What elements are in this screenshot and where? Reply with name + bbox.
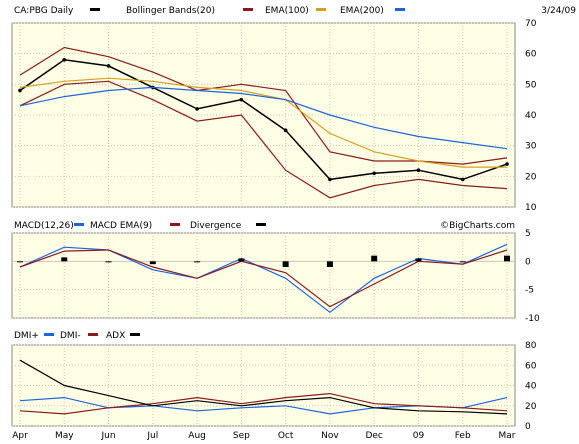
divergence-bar [371, 255, 378, 262]
dmi-y-tick-label: 60 [525, 361, 537, 371]
legend-dmi-minus-swatch [88, 333, 98, 336]
price-point [416, 168, 421, 172]
legend-ema100-swatch [316, 8, 326, 11]
price-series-group [18, 46, 509, 199]
divergence-bar [105, 261, 112, 263]
price-point [460, 177, 465, 182]
dmi-y-tick-label: 0 [525, 422, 531, 432]
divergence-bar [282, 261, 289, 267]
price-y-tick-label: 60 [525, 50, 537, 60]
price-point [328, 177, 332, 182]
macd-panel-bg [11, 232, 516, 319]
price-point [62, 58, 67, 62]
x-tick-label: Jun [101, 431, 116, 441]
price-y-ticks: 10 20 30 40 50 60 70 [525, 19, 537, 213]
legend-dmi-minus-label: DMI- [60, 331, 81, 341]
price-y-tick-label: 50 [525, 80, 537, 90]
series-line-ema-100 [19, 77, 507, 168]
series-line-macd-ema-9 [19, 249, 508, 308]
price-legend: CA:PBG Daily Bollinger Bands(20) EMA(100… [14, 6, 576, 16]
x-tick-label: 09 [413, 431, 425, 441]
dmi-y-tick-label: 20 [525, 402, 537, 412]
price-point [18, 88, 22, 93]
legend-symbol-label: CA:PBG Daily [14, 6, 74, 16]
price-point [106, 64, 111, 68]
macd-grid [12, 232, 515, 319]
legend-adx-swatch [130, 333, 140, 336]
legend-dmi-plus-label: DMI+ [14, 331, 39, 341]
macd-legend: MACD(12,26) MACD EMA(9) Divergence ©BigC… [14, 221, 515, 231]
divergence-bar [61, 257, 68, 262]
x-tick-label: Oct [278, 431, 294, 441]
macd-panel: -10 -5 0 5 MACD(12,26) MACD EMA(9) Divergen… [11, 221, 540, 324]
divergence-bar [459, 261, 466, 263]
legend-symbol-swatch [90, 8, 100, 11]
watermark: ©BigCharts.com [440, 221, 515, 231]
series-line-bollinger-bands-20-lower [19, 80, 508, 199]
macd-y-tick-label: 5 [525, 229, 531, 239]
legend-dmi-plus-swatch [44, 333, 54, 336]
divergence-bar [504, 255, 510, 262]
legend-divergence-label: Divergence [190, 221, 242, 231]
legend-ema100-label: EMA(100) [265, 6, 309, 16]
price-panel: 10 20 30 40 50 60 70 CA:PBG Daily Bollinger Ba… [11, 6, 576, 213]
price-y-tick-label: 70 [525, 19, 537, 29]
macd-y-tick-label: -10 [525, 314, 540, 324]
price-point [372, 171, 376, 176]
divergence-bar [415, 258, 422, 262]
macd-y-tick-label: 0 [525, 257, 531, 267]
legend-adx-label: ADX [106, 331, 125, 341]
legend-divergence-swatch [256, 223, 266, 226]
price-y-tick-label: 40 [525, 111, 537, 121]
series-line-macd-12-26 [19, 243, 508, 314]
dmi-legend: DMI+ DMI- ADX [14, 331, 140, 341]
x-tick-label: May [55, 431, 74, 441]
dmi-y-tick-label: 40 [525, 382, 537, 392]
x-tick-label: Nov [321, 431, 339, 441]
divergence-bar [194, 261, 201, 263]
dmi-series-group [19, 359, 508, 415]
series-line-ca-pbg-daily [19, 59, 508, 181]
macd-y-ticks: -10 -5 0 5 [525, 229, 540, 324]
price-y-tick-label: 30 [525, 142, 537, 152]
series-line-adx [19, 359, 508, 415]
dmi-y-ticks: 0 20 40 60 80 [525, 341, 537, 432]
legend-ema200-swatch [395, 8, 405, 11]
price-point [283, 128, 288, 133]
macd-series-group [17, 243, 510, 314]
legend-bollinger-swatch [243, 8, 253, 11]
x-tick-label: Sep [233, 431, 250, 441]
dmi-panel-bg [11, 344, 516, 427]
price-point [195, 107, 199, 111]
price-point [239, 97, 244, 102]
legend-bollinger-label: Bollinger Bands(20) [126, 6, 215, 16]
x-tick-label: Mar [499, 431, 516, 441]
x-axis-labels: Apr May Jun Jul Aug Sep Oct Nov Dec 09 Feb Mar [12, 431, 516, 441]
x-tick-label: Feb [455, 431, 471, 441]
dmi-panel: 0 20 40 60 80 DMI+ DMI- ADX [11, 331, 537, 432]
x-tick-label: Aug [188, 431, 206, 441]
divergence-bar [238, 258, 245, 262]
dmi-y-tick-label: 80 [525, 341, 537, 351]
price-y-tick-label: 20 [525, 172, 537, 182]
price-grid [12, 22, 515, 208]
divergence-bar [326, 261, 333, 267]
x-tick-label: Apr [12, 431, 28, 441]
legend-ema200-label: EMA(200) [340, 6, 384, 16]
divergence-bar [149, 261, 156, 265]
macd-y-tick-label: -5 [525, 286, 534, 296]
x-tick-label: Dec [365, 431, 382, 441]
legend-macd-label: MACD(12,26) [14, 221, 74, 231]
legend-macd-swatch [74, 223, 84, 226]
series-line-ema-200 [19, 86, 508, 150]
price-point [505, 162, 509, 166]
chart-date: 3/24/09 [541, 6, 576, 16]
price-y-tick-label: 10 [525, 203, 537, 213]
legend-macd-ema-label: MACD EMA(9) [90, 221, 152, 231]
series-line-dmi [19, 392, 508, 415]
x-tick-label: Jul [146, 431, 158, 441]
divergence-bar [17, 261, 23, 263]
legend-macd-ema-swatch [170, 223, 180, 226]
